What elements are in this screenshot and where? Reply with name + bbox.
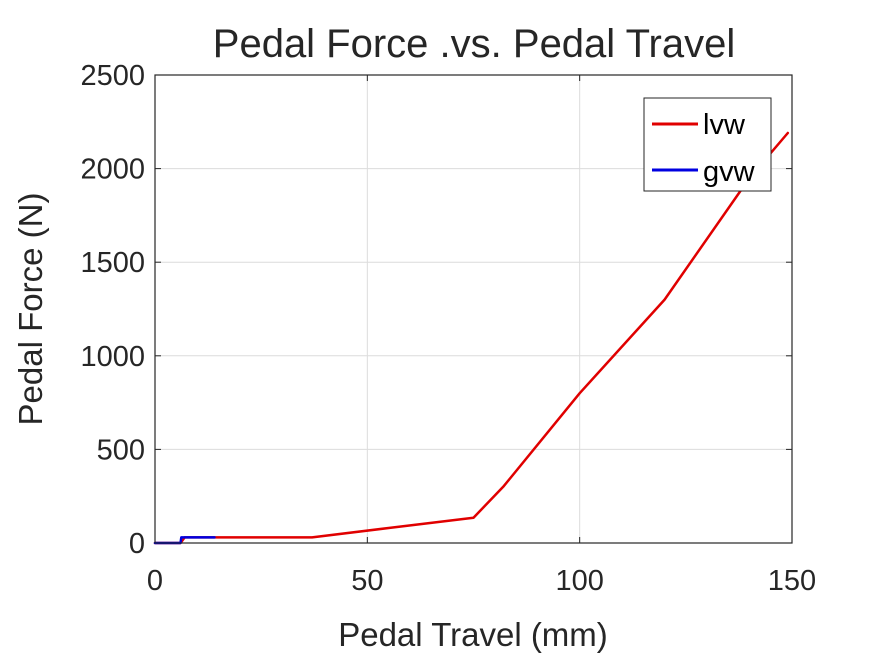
y-axis-label: Pedal Force (N) bbox=[12, 193, 49, 426]
x-tick-label: 100 bbox=[555, 565, 603, 597]
legend-label-gvw: gvw bbox=[703, 156, 756, 188]
legend: lvw gvw bbox=[643, 97, 772, 192]
plot-frame bbox=[154, 74, 793, 544]
y-tick-label: 2500 bbox=[80, 60, 145, 92]
y-tick-label: 2000 bbox=[80, 154, 145, 186]
y-axis-ticks: 0 500 1000 1500 2000 2500 bbox=[80, 60, 792, 560]
x-axis-label: Pedal Travel (mm) bbox=[338, 616, 608, 653]
x-axis-ticks: 0 50 100 150 bbox=[147, 75, 816, 597]
y-tick-label: 1500 bbox=[80, 247, 145, 279]
y-tick-label: 1000 bbox=[80, 341, 145, 373]
legend-box bbox=[643, 97, 772, 192]
x-tick-label: 0 bbox=[147, 565, 163, 597]
y-tick-label: 500 bbox=[97, 434, 145, 466]
legend-label-lvw: lvw bbox=[703, 109, 746, 141]
y-tick-label: 0 bbox=[129, 528, 145, 560]
x-tick-label: 50 bbox=[351, 565, 383, 597]
x-tick-label: 150 bbox=[768, 565, 816, 597]
chart-title: Pedal Force .vs. Pedal Travel bbox=[213, 22, 735, 66]
